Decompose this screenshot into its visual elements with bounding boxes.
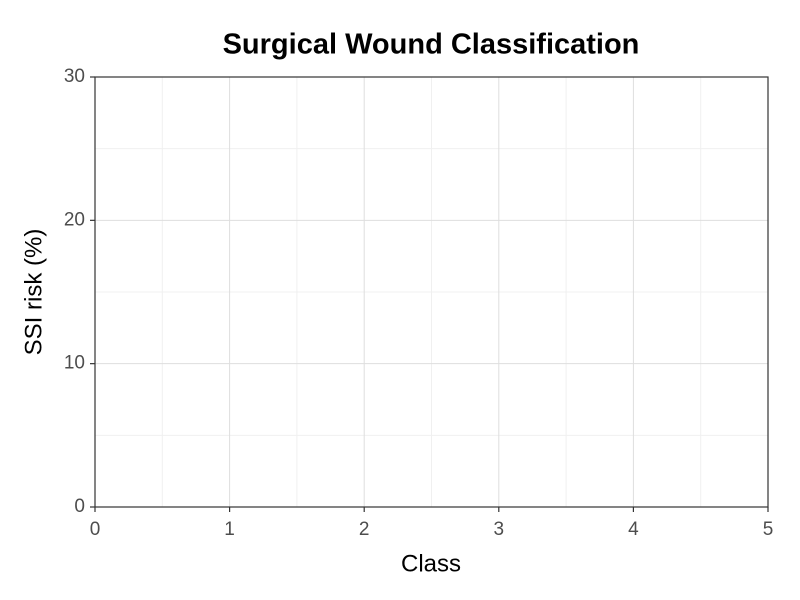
chart-title: Surgical Wound Classification (223, 29, 640, 61)
x-tick-label: 1 (224, 519, 235, 540)
y-tick-label: 10 (64, 353, 85, 374)
y-tick-label: 0 (74, 496, 85, 517)
panel-border (94, 76, 769, 508)
x-tick-label: 5 (763, 519, 774, 540)
x-tick-label: 4 (628, 519, 639, 540)
x-axis-label: Class (401, 550, 461, 577)
y-axis-label: SSI risk (%) (20, 229, 47, 356)
y-tick-label: 20 (64, 209, 85, 230)
x-tick-label: 0 (90, 519, 101, 540)
x-tick-label: 2 (359, 519, 370, 540)
x-tick-label: 3 (494, 519, 505, 540)
y-tick-label: 30 (64, 66, 85, 87)
